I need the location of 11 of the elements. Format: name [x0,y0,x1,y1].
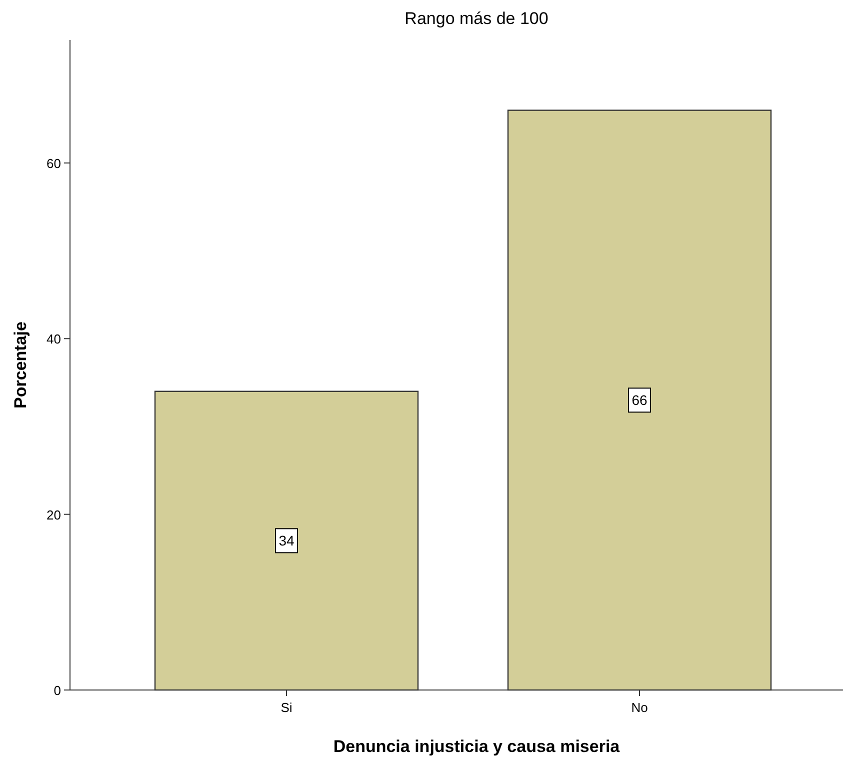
x-tick-label: No [631,700,648,715]
data-label: 34 [278,532,294,549]
data-label: 66 [632,392,648,408]
x-tick-label: Si [280,700,292,715]
x-axis-title: Denuncia injusticia y causa miseria [333,737,620,756]
y-tick-label: 60 [46,156,61,171]
chart-title: Rango más de 100 [404,9,548,28]
y-tick-label: 40 [46,332,61,347]
y-tick-label: 0 [54,683,61,698]
y-tick-label: 20 [46,507,61,522]
y-axis-title: Porcentaje [11,322,30,408]
